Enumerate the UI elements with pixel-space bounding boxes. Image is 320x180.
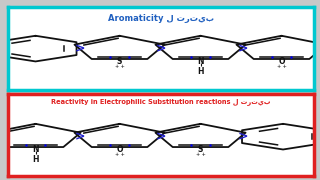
Text: Aromaticity ل ترتيب: Aromaticity ل ترتيب bbox=[108, 14, 214, 23]
Text: >: > bbox=[75, 42, 85, 55]
Text: + +: + + bbox=[115, 152, 124, 157]
Text: S: S bbox=[198, 145, 203, 154]
Text: + +: + + bbox=[276, 64, 286, 69]
Text: >: > bbox=[238, 130, 249, 143]
Text: >: > bbox=[75, 130, 85, 143]
Text: >: > bbox=[156, 130, 166, 143]
Text: S: S bbox=[117, 57, 122, 66]
Text: N: N bbox=[32, 145, 39, 154]
Text: >: > bbox=[156, 42, 166, 55]
Text: O: O bbox=[278, 57, 285, 66]
Text: Reactivity in Electrophilic Substitution reactions ل ترتيب: Reactivity in Electrophilic Substitution… bbox=[51, 98, 270, 105]
Text: + +: + + bbox=[115, 64, 124, 69]
Text: H: H bbox=[197, 67, 204, 76]
Text: N: N bbox=[197, 57, 204, 66]
Text: O: O bbox=[116, 145, 123, 154]
Text: H: H bbox=[32, 155, 39, 164]
Text: + +: + + bbox=[196, 152, 205, 157]
Text: >: > bbox=[238, 42, 249, 55]
